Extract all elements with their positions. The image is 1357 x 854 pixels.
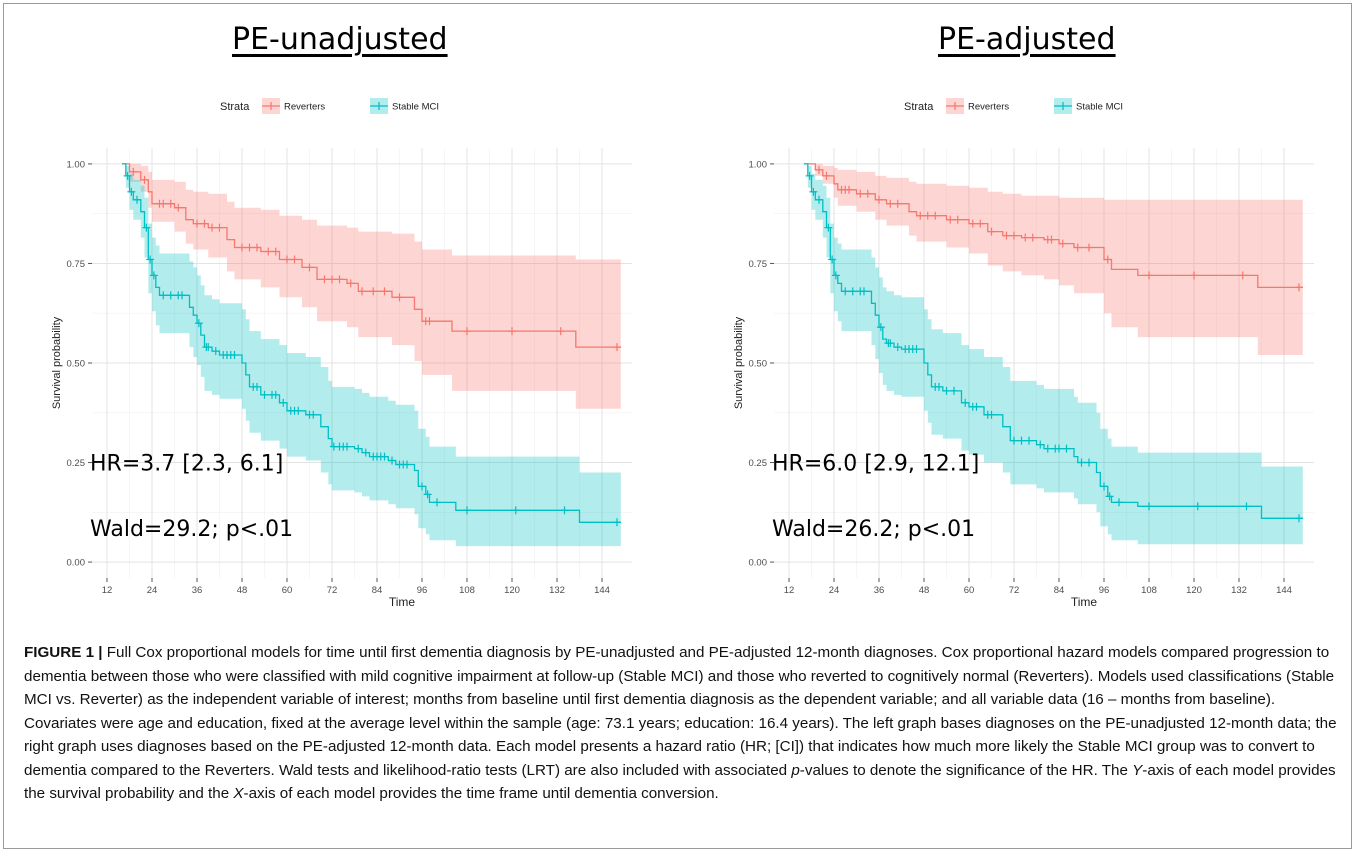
censor-marks-stable-mci bbox=[123, 171, 621, 527]
left-survival-chart: 12 24 36 48 60 72 84 96 108 120 132 144 0.00 0.25 0.50… bbox=[51, 98, 632, 609]
caption-italic-x: X bbox=[233, 785, 244, 802]
x-tick-label: 48 bbox=[919, 585, 930, 596]
legend-label: Stable MCI bbox=[1076, 102, 1123, 113]
figure-frame bbox=[3, 3, 1352, 849]
survival-curve-reverters bbox=[122, 163, 621, 348]
x-tick-label: 72 bbox=[327, 585, 338, 596]
y-tick-label: 0.75 bbox=[67, 259, 86, 270]
right-panel-title: PE-adjusted bbox=[938, 22, 1116, 57]
legend: Strata Reverters Stable MCI bbox=[904, 98, 1123, 114]
x-tick-label: 48 bbox=[237, 585, 248, 596]
x-tick-label: 120 bbox=[504, 585, 520, 596]
x-tick-label: 60 bbox=[282, 585, 293, 596]
x-axis-title: Time bbox=[389, 595, 416, 609]
wald-test-annotation: Wald=29.2; p<.01 bbox=[90, 517, 293, 542]
survival-curve-reverters bbox=[804, 163, 1303, 289]
x-tick-label: 144 bbox=[594, 585, 610, 596]
x-tick-label: 144 bbox=[1276, 585, 1292, 596]
censor-marks-reverters bbox=[815, 165, 1303, 292]
hazard-ratio-annotation: HR=6.0 [2.9, 12.1] bbox=[772, 452, 979, 477]
caption-italic-p: p bbox=[791, 761, 800, 779]
x-tick-label: 84 bbox=[1054, 585, 1065, 596]
caption-text-2: -values to denote the significance of th… bbox=[799, 761, 1133, 779]
x-tick-label: 108 bbox=[459, 585, 475, 596]
y-tick-label: 0.00 bbox=[67, 558, 86, 569]
y-tick-label: 0.25 bbox=[749, 458, 768, 469]
y-axis-title: Survival probability bbox=[733, 316, 745, 409]
survival-curve-stable-mci bbox=[804, 163, 1303, 519]
x-tick-label: 96 bbox=[417, 585, 428, 596]
legend-label: Reverters bbox=[968, 102, 1009, 113]
y-axis-title: Survival probability bbox=[51, 316, 63, 409]
caption-text-1: Full Cox proportional models for time un… bbox=[24, 644, 1337, 779]
hazard-ratio-annotation: HR=3.7 [2.3, 6.1] bbox=[90, 452, 283, 477]
x-tick-label: 84 bbox=[372, 585, 383, 596]
x-tick-label: 132 bbox=[1231, 585, 1247, 596]
censor-marks-stable-mci bbox=[805, 171, 1303, 523]
axis-ticks bbox=[770, 163, 1285, 582]
major-grid bbox=[774, 148, 1314, 578]
x-tick-label: 36 bbox=[192, 585, 203, 596]
x-axis-title: Time bbox=[1071, 595, 1098, 609]
legend-label: Stable MCI bbox=[392, 102, 439, 113]
legend: Strata Reverters Stable MCI bbox=[220, 98, 439, 114]
y-tick-label: 0.00 bbox=[749, 558, 768, 569]
x-tick-label: 36 bbox=[874, 585, 885, 596]
y-tick-label: 1.00 bbox=[67, 159, 86, 170]
wald-test-annotation: Wald=26.2; p<.01 bbox=[772, 517, 975, 542]
caption-text-4: -axis of each model provides the time fr… bbox=[243, 785, 719, 802]
axis-ticks bbox=[88, 163, 603, 582]
x-tick-label: 60 bbox=[964, 585, 975, 596]
caption-text-3: -axis of each model provides the surviva… bbox=[24, 761, 1336, 803]
x-tick-label: 120 bbox=[1186, 585, 1202, 596]
left-panel-title: PE-unadjusted bbox=[232, 22, 448, 57]
x-tick-label: 24 bbox=[829, 585, 840, 596]
figure-caption: FIGURE 1 | Full Cox proportional models … bbox=[24, 641, 1342, 806]
legend-title: Strata bbox=[904, 101, 934, 113]
caption-italic-y: Y bbox=[1132, 761, 1143, 779]
ci-band-reverters bbox=[804, 163, 1303, 355]
y-tick-label: 0.75 bbox=[749, 259, 768, 270]
y-tick-label: 0.50 bbox=[67, 359, 86, 370]
x-tick-label: 24 bbox=[147, 585, 158, 596]
y-tick-label: 0.50 bbox=[749, 359, 768, 370]
y-tick-label: 0.25 bbox=[67, 458, 86, 469]
x-tick-label: 72 bbox=[1009, 585, 1020, 596]
x-tick-label: 96 bbox=[1099, 585, 1110, 596]
x-tick-label: 132 bbox=[549, 585, 565, 596]
censor-marks-reverters bbox=[129, 167, 621, 352]
ci-band-reverters bbox=[122, 163, 621, 409]
x-tick-label: 12 bbox=[102, 585, 113, 596]
legend-label: Reverters bbox=[284, 102, 325, 113]
figure-label: FIGURE 1 | bbox=[24, 644, 103, 661]
x-tick-label: 12 bbox=[784, 585, 795, 596]
x-tick-label: 108 bbox=[1141, 585, 1157, 596]
legend-title: Strata bbox=[220, 101, 250, 113]
right-survival-chart: 12 24 36 48 60 72 84 96 108 120 132 144 0.00 0.25 0.50… bbox=[733, 98, 1314, 609]
y-tick-label: 1.00 bbox=[749, 159, 768, 170]
